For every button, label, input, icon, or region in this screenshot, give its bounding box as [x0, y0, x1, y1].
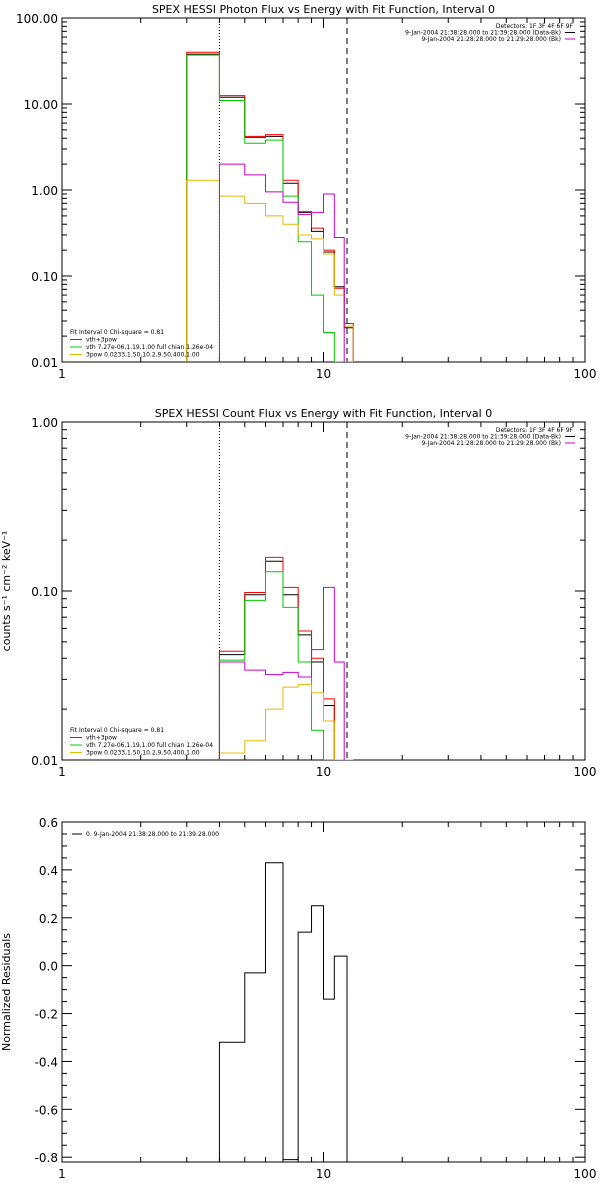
p1-legend-top-right-text: Detectors: 1F 3F 4F 6F 9F [496, 427, 574, 434]
p0-series-2-histogram-line [186, 54, 354, 362]
p0-y-tick-label: 10.00 [24, 98, 58, 112]
p0-series-1-histogram-line [186, 51, 354, 362]
p1-y-tick-label: 0.01 [31, 754, 58, 768]
p2-y-tick-label: 0.6 [39, 816, 58, 830]
p2-y-tick-label: -0.4 [35, 1055, 58, 1069]
p1-series-4-histogram-line [218, 586, 345, 760]
p1-y-tick-label: 1.00 [31, 416, 58, 430]
p2-y-tick-label: 0.0 [39, 960, 58, 974]
p0-series-4-histogram-line [218, 163, 345, 362]
p0-series-0-histogram-line [186, 53, 354, 362]
residuals-panel: Normalized Residuals 1 10 100 0.6 0.4 0.2 0.0 -0… [0, 816, 596, 1181]
p2-y-tick-label: 0.2 [39, 912, 58, 926]
p1-legend-bottom-left-text: vth+3pow [86, 735, 117, 742]
p0-y-tick-label: 0.10 [31, 270, 58, 284]
p0-x-tick-label: 100 [574, 367, 597, 381]
p0-legend-bottom-left-text: vth+3pow [86, 337, 117, 344]
p2-y-axis-label: Normalized Residuals [0, 933, 13, 1051]
p1-y-tick-label: 0.10 [31, 585, 58, 599]
p2-legend-top-left-text: 0. 9-Jan-2004 21:38:28.000 to 21:39:28.0… [86, 831, 219, 838]
p2-x-tick-label: 10 [316, 1167, 331, 1181]
p0-legend-top-right-text: 9-Jan-2004 21:28:28.000 to 21:29:28.000 … [421, 36, 561, 43]
p0-chart-title: SPEX HESSI Photon Flux vs Energy with Fi… [152, 3, 495, 16]
p2-y-tick-label: 0.4 [39, 864, 58, 878]
p0-legend-top-right-text: 9-Jan-2004 21:38:28.000 to 21:39:28.000 … [405, 30, 561, 37]
p0-legend-bottom-left-text: vth 7.27e-06,1.19,1.00 full chian 1.26e-… [86, 344, 213, 351]
p1-y-axis-label: counts s⁻¹ cm⁻² keV⁻¹ [0, 531, 13, 652]
p1-chart-title: SPEX HESSI Count Flux vs Energy with Fit… [155, 407, 492, 420]
p0-x-tick-label: 10 [316, 367, 331, 381]
p1-series-2-histogram-line [218, 571, 354, 760]
p0-x-tick-label: 1 [58, 367, 66, 381]
p1-series-3-histogram-line [218, 683, 354, 760]
p2-series-0-histogram-line [218, 862, 348, 1162]
p2-y-tick-label: -0.6 [35, 1103, 58, 1117]
p2-y-tick-label: -0.8 [35, 1151, 58, 1165]
p0-legend-top-right-text: Detectors: 1F 3F 4F 6F 9F [496, 23, 574, 30]
p2-x-tick-label: 100 [574, 1167, 597, 1181]
p1-legend-top-right-text: 9-Jan-2004 21:28:28.000 to 21:29:28.000 … [421, 440, 561, 447]
count-flux-panel: SPEX HESSI Count Flux vs Energy with Fit… [0, 407, 596, 779]
p2-y-tick-label: -0.2 [35, 1008, 58, 1022]
p0-series-3-histogram-line [186, 179, 354, 362]
p0-y-tick-label: 1.00 [31, 184, 58, 198]
p1-x-tick-label: 1 [58, 765, 66, 779]
p2-x-tick-label: 1 [58, 1167, 66, 1181]
p0-y-tick-label: 100.00 [16, 12, 58, 26]
p0-legend-bottom-left-text: Fit Interval 0 Chi-square = 0.81 [70, 329, 164, 336]
p1-series-0-histogram-line [218, 560, 354, 760]
p1-legend-top-right-text: 9-Jan-2004 21:38:28.000 to 21:39:28.000 … [405, 434, 561, 441]
p1-x-tick-label: 100 [574, 765, 597, 779]
photon-flux-panel: SPEX HESSI Photon Flux vs Energy with Fi… [16, 3, 596, 381]
p0-legend-bottom-left-text: 3pow 0.0233,1.50,10.2,9.50,400,1.00 [86, 352, 200, 359]
p0-y-tick-label: 0.01 [31, 356, 58, 370]
p1-legend-bottom-left-text: vth 7.27e-06,1.19,1.00 full chian 1.26e-… [86, 742, 213, 749]
p1-legend-bottom-left-text: Fit Interval 0 Chi-square = 0.81 [70, 727, 164, 734]
p1-legend-bottom-left-text: 3pow 0.0233,1.50,10.2,9.50,400,1.00 [86, 750, 200, 757]
p1-x-tick-label: 10 [316, 765, 331, 779]
